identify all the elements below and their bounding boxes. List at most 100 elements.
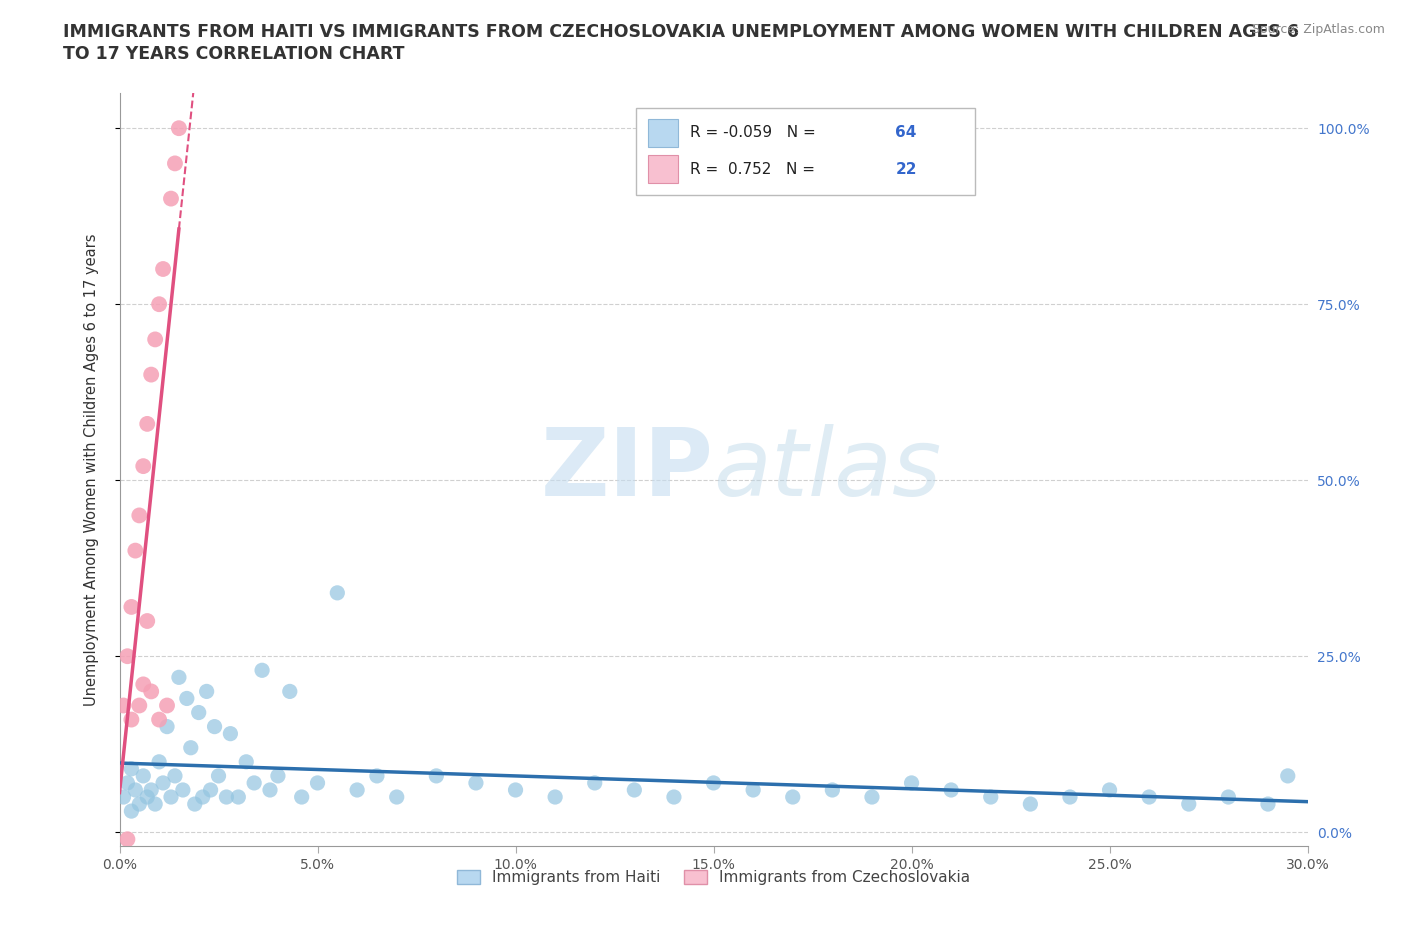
Point <box>1277 768 1299 783</box>
Point <box>120 712 142 727</box>
Point <box>307 776 329 790</box>
Point <box>366 768 388 783</box>
Text: IMMIGRANTS FROM HAITI VS IMMIGRANTS FROM CZECHOSLOVAKIA UNEMPLOYMENT AMONG WOMEN: IMMIGRANTS FROM HAITI VS IMMIGRANTS FROM… <box>63 23 1299 41</box>
Point <box>1137 790 1160 804</box>
Text: Source: ZipAtlas.com: Source: ZipAtlas.com <box>1251 23 1385 36</box>
Point <box>187 705 209 720</box>
Point <box>132 458 155 473</box>
Point <box>117 649 139 664</box>
Point <box>219 726 242 741</box>
Text: TO 17 YEARS CORRELATION CHART: TO 17 YEARS CORRELATION CHART <box>63 45 405 62</box>
Point <box>120 600 142 615</box>
Point <box>860 790 883 804</box>
Point <box>1098 782 1121 797</box>
Point <box>136 614 159 629</box>
Point <box>291 790 314 804</box>
Point <box>156 698 179 713</box>
Bar <box>648 119 678 147</box>
Point <box>163 768 186 783</box>
Bar <box>648 154 678 183</box>
Point <box>152 261 174 276</box>
Point <box>136 417 159 432</box>
Text: atlas: atlas <box>714 424 942 515</box>
Point <box>200 782 222 797</box>
Point <box>583 776 606 790</box>
Point <box>782 790 804 804</box>
Point <box>243 776 266 790</box>
Point <box>900 776 922 790</box>
Point <box>148 297 170 312</box>
Point <box>195 684 218 698</box>
Point <box>148 712 170 727</box>
Point <box>544 790 567 804</box>
Point <box>172 782 194 797</box>
Point <box>259 782 281 797</box>
Point <box>346 782 368 797</box>
Point <box>207 768 229 783</box>
Point <box>167 121 190 136</box>
Point <box>141 782 163 797</box>
Point <box>124 782 146 797</box>
Point <box>326 585 349 600</box>
Point <box>141 367 163 382</box>
Legend: Immigrants from Haiti, Immigrants from Czechoslovakia: Immigrants from Haiti, Immigrants from C… <box>451 864 976 891</box>
Point <box>980 790 1002 804</box>
Point <box>120 804 142 818</box>
Point <box>204 719 226 734</box>
Point <box>191 790 214 804</box>
Point <box>267 768 290 783</box>
Point <box>821 782 844 797</box>
Point <box>1218 790 1240 804</box>
Point <box>136 790 159 804</box>
Point <box>124 543 146 558</box>
Point <box>141 684 163 698</box>
Point <box>128 698 150 713</box>
Point <box>117 776 139 790</box>
Point <box>152 776 174 790</box>
FancyBboxPatch shape <box>637 108 974 194</box>
Point <box>250 663 273 678</box>
Point <box>112 790 135 804</box>
Text: 22: 22 <box>896 163 917 178</box>
Point <box>143 797 166 812</box>
Point <box>505 782 527 797</box>
Point <box>1019 797 1042 812</box>
Point <box>385 790 408 804</box>
Point <box>117 831 139 846</box>
Point <box>425 768 447 783</box>
Point <box>1178 797 1201 812</box>
Point <box>742 782 765 797</box>
Point <box>623 782 645 797</box>
Point <box>228 790 250 804</box>
Point <box>128 797 150 812</box>
Point <box>163 156 186 171</box>
Point <box>180 740 202 755</box>
Point <box>941 782 963 797</box>
Point <box>235 754 257 769</box>
Text: ZIP: ZIP <box>541 424 714 515</box>
Text: R =  0.752   N =: R = 0.752 N = <box>690 163 820 178</box>
Point <box>1257 797 1279 812</box>
Point <box>662 790 685 804</box>
Point <box>160 192 183 206</box>
Point <box>703 776 725 790</box>
Point <box>132 677 155 692</box>
Point <box>143 332 166 347</box>
Point <box>176 691 198 706</box>
Point <box>112 698 135 713</box>
Point <box>184 797 207 812</box>
Text: R = -0.059   N =: R = -0.059 N = <box>690 125 821 140</box>
Point <box>167 670 190 684</box>
Point <box>132 768 155 783</box>
Point <box>156 719 179 734</box>
Text: 64: 64 <box>896 125 917 140</box>
Point <box>160 790 183 804</box>
Point <box>128 508 150 523</box>
Point <box>148 754 170 769</box>
Point <box>120 762 142 777</box>
Point <box>278 684 301 698</box>
Point <box>1059 790 1081 804</box>
Y-axis label: Unemployment Among Women with Children Ages 6 to 17 years: Unemployment Among Women with Children A… <box>84 233 98 706</box>
Point <box>215 790 238 804</box>
Point <box>464 776 488 790</box>
